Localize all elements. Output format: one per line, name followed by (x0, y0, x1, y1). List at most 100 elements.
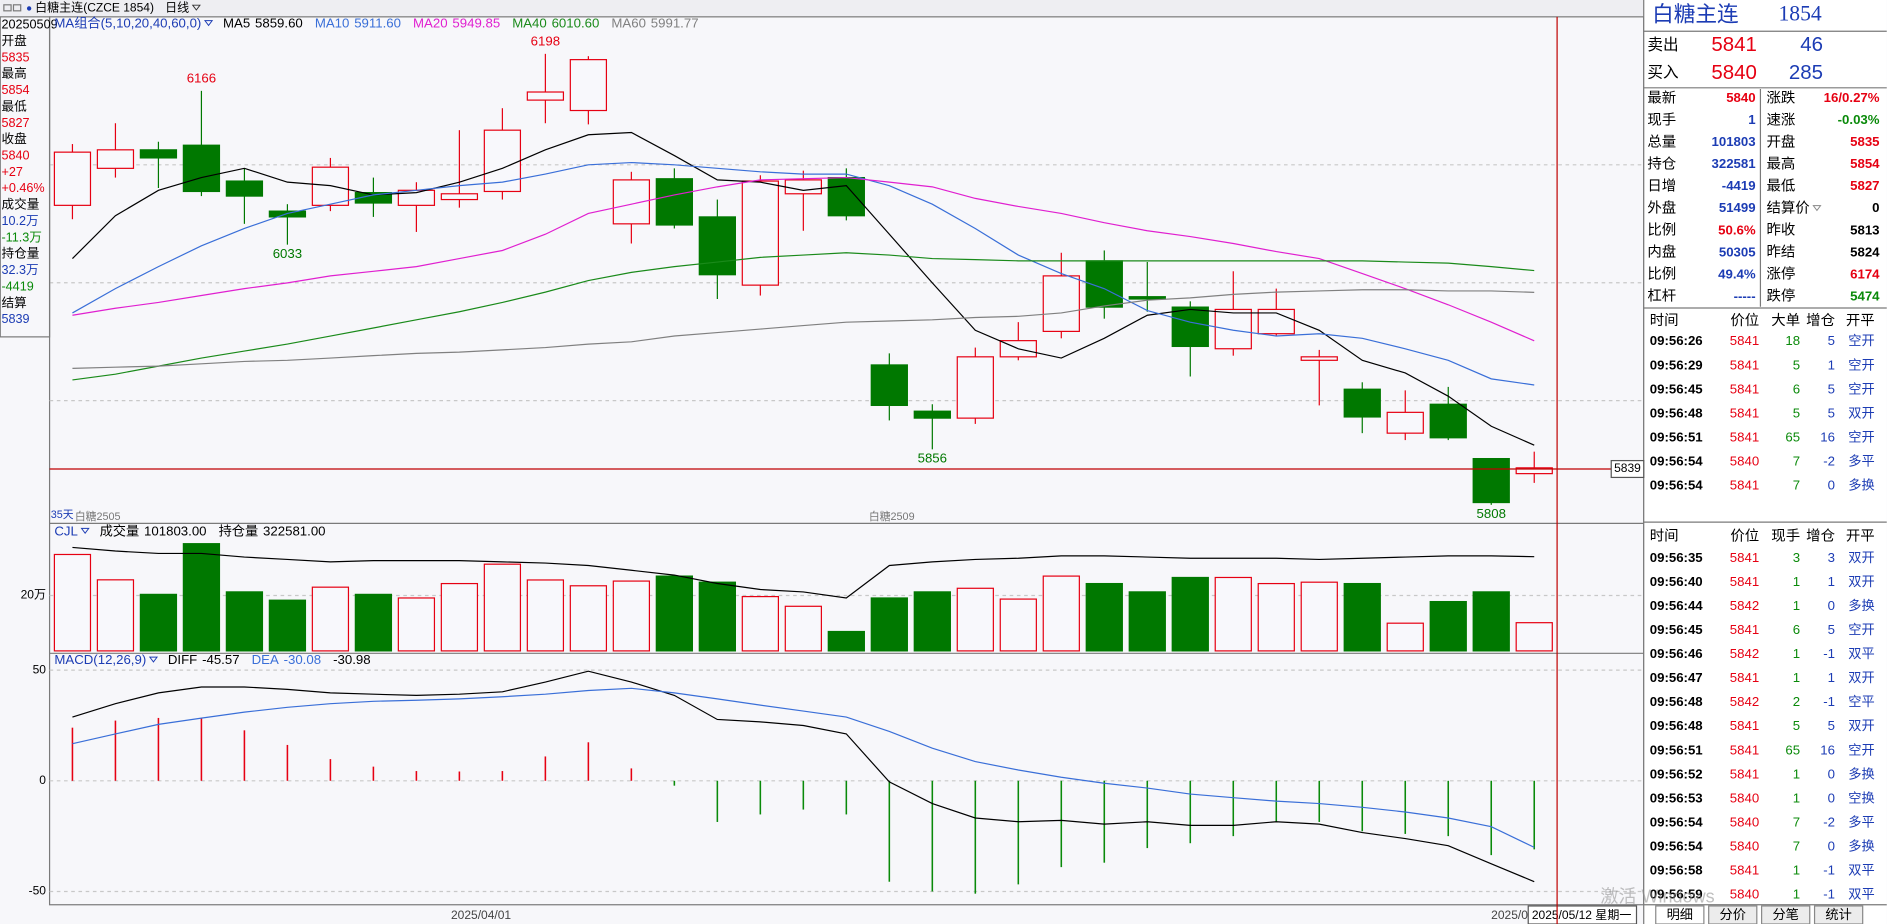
table-cell: 5841 (1730, 357, 1759, 372)
table-cell: 多换 (1848, 477, 1874, 493)
ma-line (72, 161, 1535, 386)
table-cell: 65 (1785, 742, 1800, 757)
table-cell: 空开 (1848, 357, 1874, 372)
info-text: 5840 (1, 149, 29, 163)
cursor-date: 2025/05/12 星期一 (1532, 908, 1632, 922)
candle-body (956, 356, 994, 419)
legend-name: MA5 (223, 16, 250, 31)
volume-bar (1300, 581, 1338, 652)
table-cell: 09:56:51 (1650, 742, 1703, 757)
table-cell: 空开 (1848, 333, 1874, 348)
table-cell: 双平 (1848, 646, 1874, 661)
tab-label[interactable]: 明细 (1667, 907, 1693, 922)
tab-label[interactable]: 分价 (1720, 907, 1746, 922)
info-text: 开盘 (1, 33, 27, 48)
stat-label: 日增 (1647, 178, 1676, 195)
volume-bar (139, 593, 178, 652)
info-text: 收盘 (1, 131, 27, 146)
legend-value: 6010.60 (552, 16, 600, 31)
table-cell: 5841 (1730, 333, 1759, 348)
table-cell: 5 (1793, 405, 1800, 420)
volume-bar (440, 582, 479, 652)
stat-value: 5835 (1850, 134, 1879, 149)
tab[interactable] (1655, 905, 1705, 924)
ma-line (72, 131, 1535, 446)
legend-value: -45.57 (202, 652, 239, 667)
stat-label: 昨结 (1766, 244, 1795, 261)
volume-bar (268, 599, 307, 652)
table-cell: 09:56:48 (1650, 694, 1703, 709)
volume-bar (1171, 576, 1209, 652)
tab[interactable] (1813, 905, 1864, 924)
volume-bar (1257, 582, 1295, 652)
table-cell: 09:56:51 (1650, 429, 1703, 444)
info-text: -11.3万 (1, 230, 41, 244)
volume-bar (397, 597, 436, 652)
cursor-date-box (1527, 905, 1638, 924)
tab-label[interactable]: 分笔 (1772, 907, 1798, 922)
stat-label: 涨停 (1766, 266, 1795, 283)
stat-value: 50305 (1719, 244, 1756, 259)
table-cell: 双开 (1848, 550, 1874, 565)
tab[interactable] (1761, 905, 1811, 924)
info-text: 32.3万 (1, 263, 38, 277)
table-cell: 1 (1828, 670, 1835, 685)
tab-label[interactable]: 统计 (1825, 907, 1851, 922)
volume-bar (225, 591, 264, 652)
volume-bar (1386, 622, 1424, 652)
volume-bar (1472, 591, 1510, 652)
table-cell: -1 (1823, 887, 1835, 902)
cursor-price-box (1610, 459, 1645, 479)
table-cell: 7 (1793, 454, 1800, 469)
period-selector[interactable]: 日线 (165, 1, 189, 15)
macd-line (72, 687, 1535, 848)
stat-label: 现手 (1647, 111, 1676, 128)
stat-label: 比例 (1647, 222, 1676, 239)
table-cell: 5840 (1730, 454, 1759, 469)
legend-value: 5949.85 (452, 16, 500, 31)
dropdown-caret (80, 527, 90, 534)
stat-label: 结算价 (1766, 200, 1809, 217)
table-cell: 3 (1828, 550, 1835, 565)
table-cell: 5841 (1730, 622, 1759, 637)
volume-bar (526, 579, 565, 652)
volume-bar (96, 579, 135, 652)
candle-body (870, 364, 908, 407)
candle-body (784, 179, 822, 195)
quote-panel (1643, 0, 1887, 924)
info-text: 5827 (1, 116, 29, 130)
extreme-label: 6166 (187, 70, 216, 85)
volume-bar (784, 605, 822, 652)
table-header: 增仓 (1806, 527, 1835, 544)
table-cell: 0 (1828, 839, 1835, 854)
table-cell: 5841 (1730, 766, 1759, 781)
y-tick-label: 0 (39, 773, 46, 787)
table-cell: 空开 (1848, 622, 1874, 637)
legend-name: DEA (252, 652, 279, 667)
info-box (0, 16, 51, 338)
table-cell: 7 (1793, 478, 1800, 493)
volume-bar (827, 630, 865, 652)
table-cell: 0 (1828, 598, 1835, 613)
table-cell: 5841 (1730, 478, 1759, 493)
table-header: 时间 (1650, 312, 1679, 329)
volume-bar (741, 595, 779, 652)
order-label: 买入 (1647, 64, 1679, 82)
legend-value: 322581.00 (263, 523, 326, 538)
tab[interactable] (1708, 905, 1758, 924)
table-cell: 09:56:48 (1650, 405, 1703, 420)
table-cell: 1 (1793, 863, 1800, 878)
table-header: 时间 (1650, 527, 1679, 544)
volume-bar (1429, 600, 1467, 652)
order-label: 卖出 (1647, 36, 1678, 54)
table-cell: 1 (1828, 357, 1835, 372)
macd-line (72, 670, 1535, 883)
order-price: 5840 (1711, 61, 1756, 84)
legend-name: DIFF (168, 652, 197, 667)
icon (26, 6, 32, 11)
table-cell: -1 (1823, 646, 1835, 661)
table-cell: 09:56:53 (1650, 790, 1703, 805)
table-cell: 09:56:29 (1650, 357, 1703, 372)
